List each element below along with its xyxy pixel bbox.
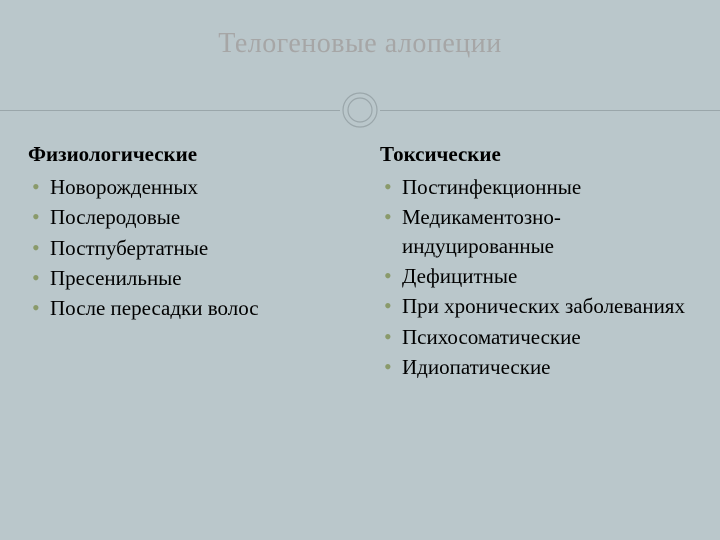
list-item: Медикаментозно-индуцированные — [380, 203, 692, 260]
circle-ornament-icon — [340, 90, 380, 130]
left-column: Физиологические Новорожденных Послеродов… — [28, 142, 340, 383]
divider — [0, 90, 720, 130]
list-item: Послеродовые — [28, 203, 340, 231]
list-item: Дефицитные — [380, 262, 692, 290]
list-item: Новорожденных — [28, 173, 340, 201]
list-item: Психосоматические — [380, 323, 692, 351]
list-item: Постинфекционные — [380, 173, 692, 201]
right-heading: Токсические — [380, 142, 692, 167]
left-heading: Физиологические — [28, 142, 340, 167]
content-columns: Физиологические Новорожденных Послеродов… — [0, 130, 720, 383]
title-area: Телогеновые алопеции — [0, 0, 720, 90]
list-item: Постпубертатные — [28, 234, 340, 262]
page-title: Телогеновые алопеции — [0, 28, 720, 60]
list-item: При хронических заболеваниях — [380, 292, 692, 320]
list-item: Идиопатические — [380, 353, 692, 381]
right-list: Постинфекционные Медикаментозно-индуциро… — [380, 173, 692, 381]
list-item: Пресенильные — [28, 264, 340, 292]
right-column: Токсические Постинфекционные Медикаменто… — [380, 142, 692, 383]
left-list: Новорожденных Послеродовые Постпубертатн… — [28, 173, 340, 323]
list-item: После пересадки волос — [28, 294, 340, 322]
